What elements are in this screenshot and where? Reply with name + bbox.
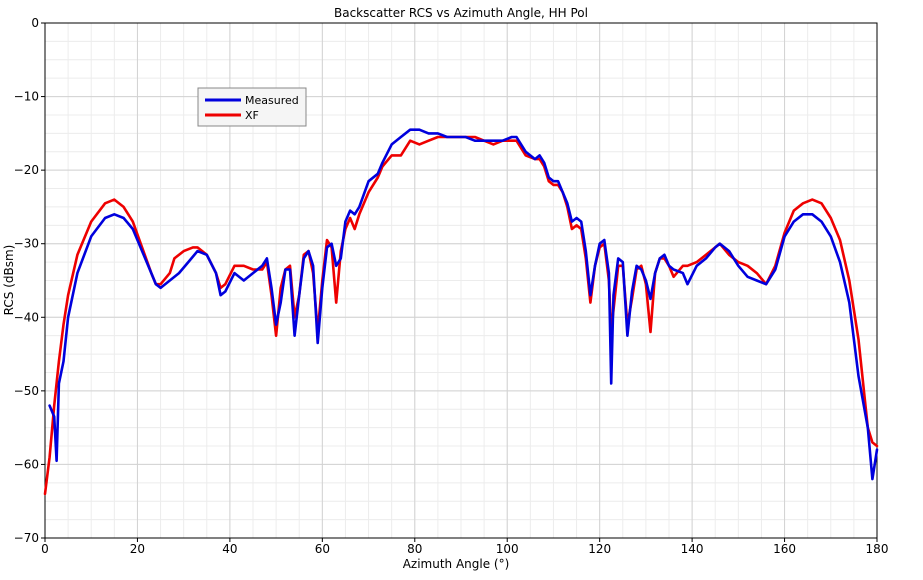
y-tick-label: −20 [14,163,39,177]
x-axis: 0 20 40 60 80 100 120 140 160 180 [41,538,888,556]
y-tick-label: −50 [14,384,39,398]
legend-label-measured: Measured [245,94,299,107]
legend-box [197,87,307,127]
x-tick-label: 60 [315,542,330,556]
x-tick-label: 20 [130,542,145,556]
y-axis: 0 −10 −20 −30 −40 −50 −60 −70 [14,16,45,545]
chart-title: Backscatter RCS vs Azimuth Angle, HH Pol [334,6,588,20]
x-tick-label: 160 [773,542,796,556]
x-tick-label: 80 [407,542,422,556]
x-tick-label: 140 [681,542,704,556]
y-tick-label: 0 [31,16,39,30]
y-tick-label: −60 [14,457,39,471]
x-tick-label: 40 [222,542,237,556]
x-tick-label: 120 [588,542,611,556]
series-layer [43,128,879,496]
y-tick-label: −70 [14,531,39,545]
series-line-measured [48,128,879,481]
x-tick-label: 100 [496,542,519,556]
y-tick-label: −30 [14,237,39,251]
x-tick-label: 0 [41,542,49,556]
legend-label-xf: XF [245,109,259,122]
y-axis-label: RCS (dBsm) [2,245,16,316]
y-tick-label: −40 [14,310,39,324]
x-axis-label: Azimuth Angle (°) [403,557,510,571]
y-tick-label: −10 [14,90,39,104]
plot-frame [44,22,878,539]
x-tick-label: 180 [866,542,889,556]
legend: Measured XF [197,87,307,127]
